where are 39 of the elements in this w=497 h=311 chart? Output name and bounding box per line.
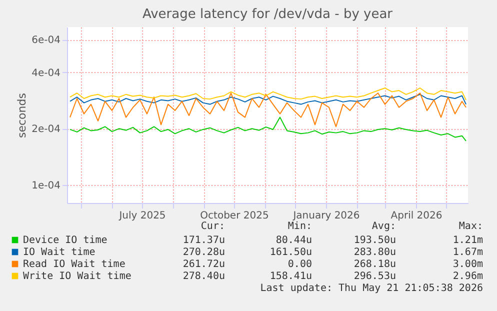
legend-label: IO Wait time (23, 247, 96, 258)
y-tick-label: 6e-04 (32, 35, 60, 46)
text: 296.53u (354, 271, 396, 282)
x-tick-label: April 2026 (390, 210, 442, 222)
text: 1.21m (452, 235, 483, 246)
text: 268.18u (354, 259, 396, 270)
line-series (70, 88, 466, 100)
legend-label: Read IO Wait time (23, 259, 126, 270)
text: Max: (458, 221, 483, 232)
text: Min: (288, 221, 312, 232)
text: 261.72u (182, 259, 225, 270)
legend-label: Write IO Wait time (23, 271, 132, 282)
text: 80.44u (276, 235, 312, 246)
text: Avg: (372, 221, 396, 232)
text: Last update: Thu May 21 21:05:38 2026 (260, 283, 483, 294)
text: 161.50u (270, 247, 312, 258)
text: 2.96m (452, 271, 483, 282)
text: 0.00 (288, 259, 312, 270)
line-series (70, 92, 466, 128)
legend-label: Device IO time (23, 235, 108, 246)
y-tick-label: 4e-04 (32, 68, 60, 79)
y-tick-label: 2e-04 (32, 124, 60, 136)
y-axis-title: seconds (16, 92, 29, 138)
line-series (70, 116, 466, 142)
line-series (70, 94, 466, 105)
chart-title: Average latency for /dev/vda - by year (142, 7, 394, 22)
text: 283.80u (354, 247, 396, 258)
text: 171.37u (182, 235, 225, 246)
text: 3.00m (452, 259, 483, 270)
x-tick-label: July 2025 (118, 210, 166, 222)
y-tick-label: 1e-04 (32, 180, 60, 192)
text: Cur: (200, 221, 225, 232)
text: 270.28u (182, 247, 225, 258)
text: 193.50u (354, 235, 396, 246)
text: 278.40u (182, 271, 225, 282)
text: 1.67m (452, 247, 483, 258)
x-tick-label: October 2025 (200, 210, 269, 222)
text: 158.41u (270, 271, 312, 282)
x-tick-label: January 2026 (292, 210, 360, 222)
